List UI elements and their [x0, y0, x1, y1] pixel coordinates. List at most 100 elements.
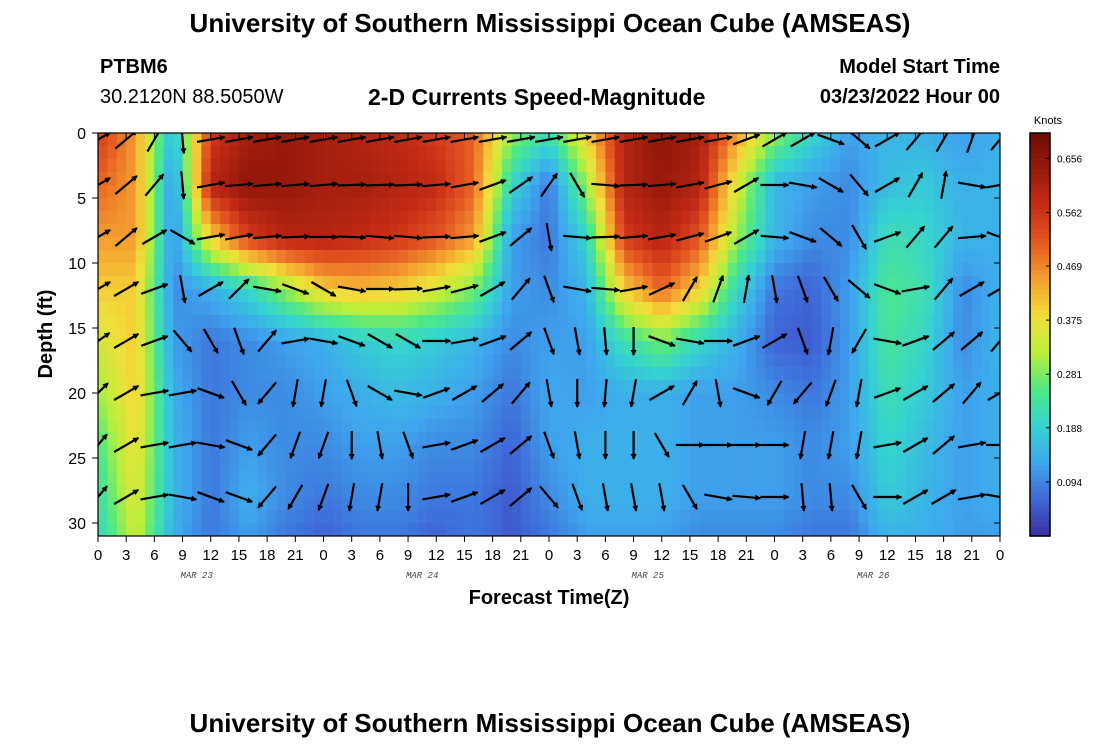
y-tick-label: 5: [77, 191, 86, 208]
heatmap-cell: [633, 419, 644, 433]
heatmap-cell: [285, 341, 296, 355]
heatmap-cell: [238, 445, 249, 459]
current-vector-arrow: [224, 181, 254, 188]
heatmap-cell: [934, 510, 945, 524]
heatmap-cell: [492, 237, 503, 251]
heatmap-cell: [351, 263, 362, 277]
heatmap-cell: [718, 237, 729, 251]
colorbar-swatch: [1030, 153, 1050, 159]
heatmap-cell: [530, 341, 541, 355]
heatmap-cell: [144, 419, 155, 433]
heatmap-cell: [558, 133, 569, 147]
heatmap-cell: [783, 393, 794, 407]
heatmap-cell: [830, 393, 841, 407]
heatmap-cell: [342, 380, 353, 394]
heatmap-cell: [426, 237, 437, 251]
heatmap-cell: [671, 172, 682, 186]
heatmap-cell: [332, 133, 343, 147]
heatmap-cell: [520, 198, 531, 212]
heatmap-cell: [520, 354, 531, 368]
heatmap-cell: [154, 497, 165, 511]
heatmap-cell: [840, 380, 851, 394]
heatmap-cell: [144, 341, 155, 355]
heatmap-cell: [877, 341, 888, 355]
heatmap-cell: [361, 497, 372, 511]
heatmap-cell: [755, 367, 766, 381]
heatmap-cell: [840, 523, 851, 536]
heatmap-cell: [652, 185, 663, 199]
heatmap-cell: [981, 302, 992, 316]
heatmap-cell: [812, 341, 823, 355]
heatmap-cell: [285, 445, 296, 459]
heatmap-cell: [107, 224, 118, 238]
heatmap-cell: [849, 510, 860, 524]
heatmap-cell: [210, 445, 221, 459]
heatmap-cell: [154, 159, 165, 173]
heatmap-cell: [445, 458, 456, 472]
heatmap-cell: [877, 237, 888, 251]
heatmap-cell: [689, 159, 700, 173]
heatmap-cell: [689, 211, 700, 225]
heatmap-cell: [887, 146, 898, 160]
heatmap-cell: [426, 419, 437, 433]
heatmap-cell: [624, 380, 635, 394]
current-vector-arrow: [290, 379, 299, 408]
heatmap-cell: [953, 341, 964, 355]
heatmap-cell: [332, 367, 343, 381]
heatmap-cell: [408, 510, 419, 524]
heatmap-cell: [267, 354, 278, 368]
heatmap-cell: [699, 263, 710, 277]
current-vector-arrow: [563, 234, 593, 241]
heatmap-cell: [417, 432, 428, 446]
heatmap-cell: [173, 146, 184, 160]
heatmap-cell: [736, 419, 747, 433]
heatmap-cell: [990, 406, 1000, 420]
heatmap-cell: [727, 289, 738, 303]
heatmap-cell: [191, 328, 202, 342]
current-vector-arrow: [849, 173, 869, 197]
heatmap-cell: [116, 302, 127, 316]
heatmap-cell: [661, 224, 672, 238]
x-tick-label: 0: [770, 547, 778, 564]
heatmap-cell: [389, 458, 400, 472]
heatmap-cell: [455, 471, 466, 485]
heatmap-cell: [332, 471, 343, 485]
heatmap-cell: [126, 146, 137, 160]
heatmap-cell: [877, 172, 888, 186]
heatmap-cell: [135, 367, 146, 381]
current-vector-arrow: [647, 232, 677, 241]
heatmap-cell: [135, 510, 146, 524]
heatmap-cell: [229, 445, 240, 459]
heatmap-cell: [924, 432, 935, 446]
heatmap-cell: [990, 211, 1000, 225]
heatmap-cell: [614, 393, 625, 407]
heatmap-cell: [774, 432, 785, 446]
heatmap-cell: [398, 523, 409, 536]
heatmap-cell: [201, 250, 212, 264]
heatmap-cell: [783, 354, 794, 368]
colorbar-swatch: [1030, 389, 1050, 396]
colorbar-swatch: [1030, 475, 1050, 482]
heatmap-cell: [765, 289, 776, 303]
x-tick-label: 21: [738, 547, 755, 564]
heatmap-cell: [163, 133, 174, 147]
heatmap-cell: [605, 276, 616, 290]
current-vector-arrow: [113, 333, 140, 349]
heatmap-cell: [436, 510, 447, 524]
heatmap-cell: [248, 159, 259, 173]
heatmap-cell: [849, 159, 860, 173]
heatmap-cell: [962, 276, 973, 290]
heatmap-cell: [633, 263, 644, 277]
heatmap-cell: [238, 523, 249, 536]
colorbar-swatch: [1030, 233, 1050, 240]
heatmap-cell: [135, 250, 146, 264]
heatmap-cell: [642, 380, 653, 394]
heatmap-cell: [849, 380, 860, 394]
heatmap-cell: [915, 263, 926, 277]
heatmap-cell: [633, 484, 644, 498]
heatmap-cell: [840, 185, 851, 199]
heatmap-cell: [361, 510, 372, 524]
heatmap-cell: [680, 198, 691, 212]
heatmap-cell: [830, 211, 841, 225]
current-vector-arrow: [571, 483, 584, 512]
